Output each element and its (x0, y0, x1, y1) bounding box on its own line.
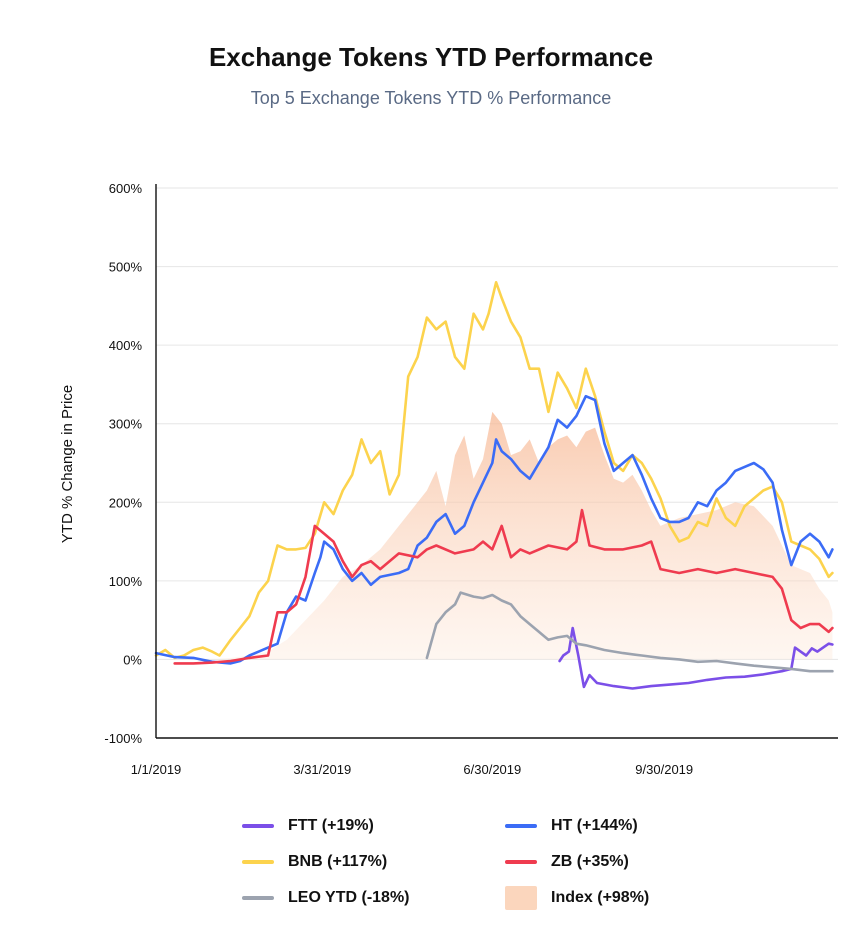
axes: -100% 0% 100% 200% 300% 400% 500% 600% 1/1/2019 3… (104, 181, 838, 777)
y-tick-label: 300% (109, 417, 143, 432)
series-line-ftt-19 (558, 626, 834, 690)
series-area-index-98 (156, 411, 833, 660)
y-tick-label: 400% (109, 338, 143, 353)
series-line-leo-ytd-18 (425, 591, 834, 673)
y-tick-label: 200% (109, 495, 143, 510)
x-tick-label: 6/30/2019 (463, 762, 521, 777)
line-layer (154, 281, 834, 690)
series-line-zb-35 (173, 508, 834, 665)
x-tick-label: 1/1/2019 (131, 762, 182, 777)
series-line-bnb-117 (154, 281, 834, 660)
series-line-ht-144 (154, 394, 834, 665)
y-tick-label: -100% (104, 731, 142, 746)
area-layer (156, 411, 833, 660)
chart-title: Exchange Tokens YTD Performance (208, 42, 654, 72)
y-tick-label: 100% (109, 574, 143, 589)
x-tick-label: 9/30/2019 (635, 762, 693, 777)
x-tick-label: 3/31/2019 (293, 762, 351, 777)
y-axis-label: YTD % Change in Price (59, 385, 76, 543)
y-tick-label: 0% (123, 652, 142, 667)
y-tick-label: 600% (109, 181, 143, 196)
y-tick-label: 500% (109, 260, 143, 275)
chart-subtitle: Top 5 Exchange Tokens YTD % Performance (250, 88, 612, 108)
